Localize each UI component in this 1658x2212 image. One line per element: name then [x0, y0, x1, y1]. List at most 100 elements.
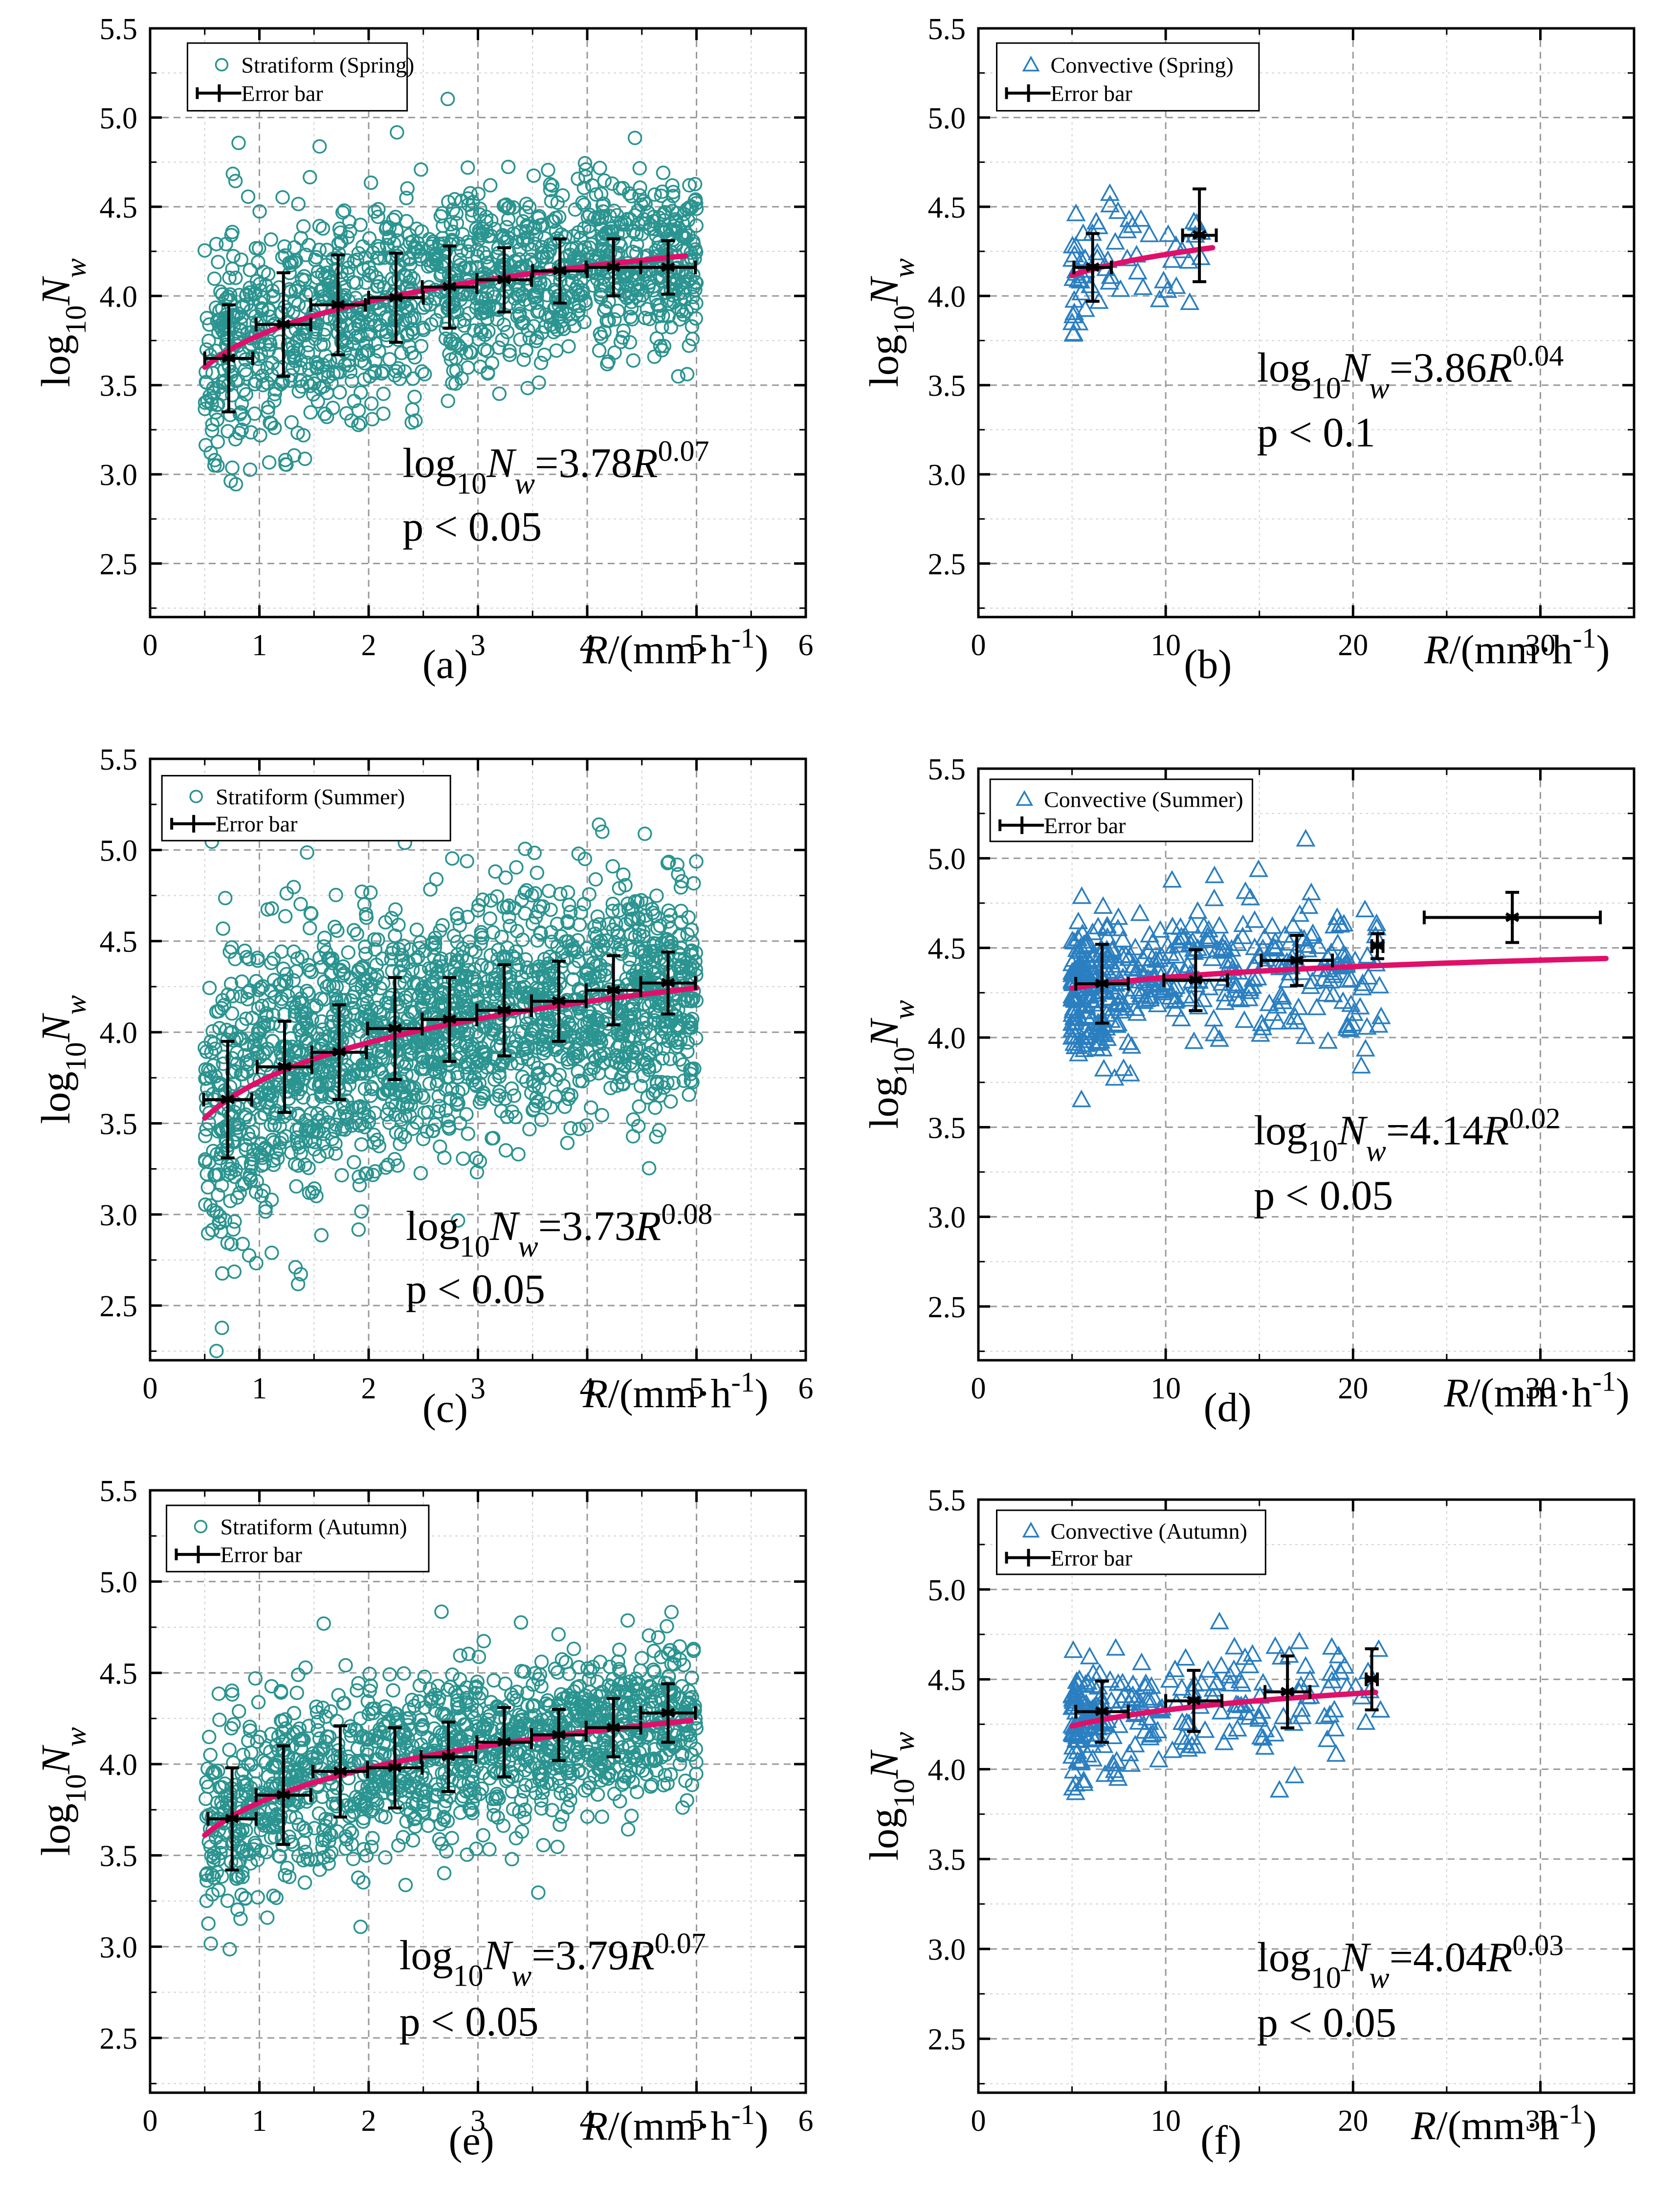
scatter-point — [305, 907, 318, 920]
scatter-point — [446, 852, 459, 865]
error-bar: ✱ — [1424, 892, 1600, 943]
scatter-point — [301, 846, 313, 859]
scatter-point — [1236, 1012, 1253, 1027]
error-bar: ✱ — [1369, 933, 1386, 958]
scatter-point — [652, 1631, 664, 1644]
scatter-point — [212, 256, 224, 268]
scatter-point — [523, 1123, 536, 1135]
scatter-point — [651, 922, 664, 935]
y-tick-label: 2.5 — [100, 548, 138, 581]
scatter-point — [1357, 902, 1373, 917]
legend-series-label: Convective (Spring) — [1051, 52, 1234, 77]
scatter-point — [363, 232, 376, 245]
scatter-point — [226, 462, 239, 474]
x-tick-label: 2 — [361, 629, 376, 662]
scatter-point — [500, 1144, 512, 1157]
scatter-point — [438, 1867, 451, 1880]
scatter-point — [321, 411, 333, 423]
scatter-point — [1164, 918, 1181, 933]
y-tick-label: 4.5 — [928, 932, 966, 966]
scatter-point — [1357, 1040, 1374, 1056]
scatter-point — [409, 414, 422, 427]
p-value: p < 0.05 — [402, 503, 542, 550]
scatter-point — [1205, 1011, 1222, 1026]
scatter-point — [627, 354, 640, 367]
error-bar-marker: ✱ — [1289, 950, 1305, 972]
scatter-point — [593, 818, 605, 831]
scatter-point — [512, 1148, 525, 1161]
scatter-point — [416, 365, 428, 378]
scatter-point — [535, 1113, 548, 1126]
scatter-point — [1135, 279, 1151, 294]
scatter-point — [295, 232, 308, 244]
scatter-point — [304, 922, 316, 934]
error-bar-marker: ✱ — [275, 314, 292, 336]
error-bar-marker: ✱ — [1504, 907, 1521, 929]
scatter-point — [633, 162, 646, 175]
scatter-point — [1297, 1028, 1314, 1043]
legend: Convective (Summer)Error bar — [990, 779, 1252, 841]
scatter-point — [1190, 903, 1206, 918]
scatter-point — [211, 436, 224, 448]
x-axis-label: R/(mm·h-1) — [1424, 622, 1610, 673]
error-bar-marker: ✱ — [1191, 224, 1208, 246]
scatter-point — [561, 1801, 574, 1814]
scatter-point — [290, 1180, 303, 1193]
scatter-point — [228, 1265, 241, 1278]
scatter-point — [292, 1668, 305, 1681]
scatter-point — [364, 886, 377, 899]
scatter-point — [354, 1921, 367, 1933]
scatter-point — [531, 866, 543, 879]
x-tick-label: 3 — [470, 629, 486, 662]
scatter-point — [318, 931, 331, 944]
scatter-point — [594, 162, 606, 175]
y-tick-label: 2.5 — [100, 1290, 138, 1323]
scatter-point — [352, 1223, 365, 1236]
scatter-point — [329, 921, 341, 933]
fit-equation: log10Nw=3.86R0.04 — [1257, 339, 1564, 405]
scatter-point — [391, 126, 403, 139]
scatter-point — [430, 873, 443, 885]
scatter-point — [517, 354, 530, 366]
scatter-point — [1353, 1058, 1370, 1073]
scatter-point — [315, 1229, 328, 1241]
scatter-point — [1095, 898, 1111, 913]
error-bar-marker: ✱ — [605, 257, 622, 279]
scatter-point — [460, 1108, 473, 1121]
y-axis-label: log10Nw — [862, 258, 920, 387]
y-tick-label: 2.5 — [928, 548, 966, 581]
y-tick-label: 5.5 — [928, 13, 966, 46]
error-bar-marker: ✱ — [552, 260, 568, 282]
p-value: p < 0.1 — [1257, 409, 1375, 456]
y-tick-label: 3.0 — [928, 1201, 966, 1235]
scatter-point — [563, 899, 575, 911]
scatter-point — [252, 256, 265, 268]
scatter-point — [596, 1109, 608, 1122]
scatter-point — [493, 387, 506, 400]
y-tick-label: 4.0 — [100, 280, 138, 313]
scatter-point — [329, 1147, 342, 1160]
legend-errorbar-label: Error bar — [1051, 81, 1132, 106]
scatter-point — [275, 945, 288, 958]
scatter-point — [573, 918, 586, 931]
scatter-point — [562, 340, 575, 353]
x-tick-label: 3 — [470, 1372, 486, 1405]
scatter-point — [276, 191, 289, 204]
scatter-point — [232, 136, 245, 149]
scatter-point — [606, 860, 619, 873]
scatter-point — [221, 425, 234, 438]
scatter-point — [223, 1943, 236, 1956]
error-bar-marker: ✱ — [605, 979, 622, 1001]
scatter-point — [330, 889, 342, 902]
scatter-point — [477, 1635, 490, 1648]
scatter-point — [348, 1156, 360, 1169]
scatter-point — [339, 1659, 352, 1672]
scatter-point — [365, 177, 377, 189]
scatter-point — [543, 885, 555, 897]
scatter-point — [294, 898, 307, 910]
scatter-point — [287, 1707, 300, 1720]
scatter-point — [217, 922, 229, 935]
scatter-point — [366, 413, 378, 425]
